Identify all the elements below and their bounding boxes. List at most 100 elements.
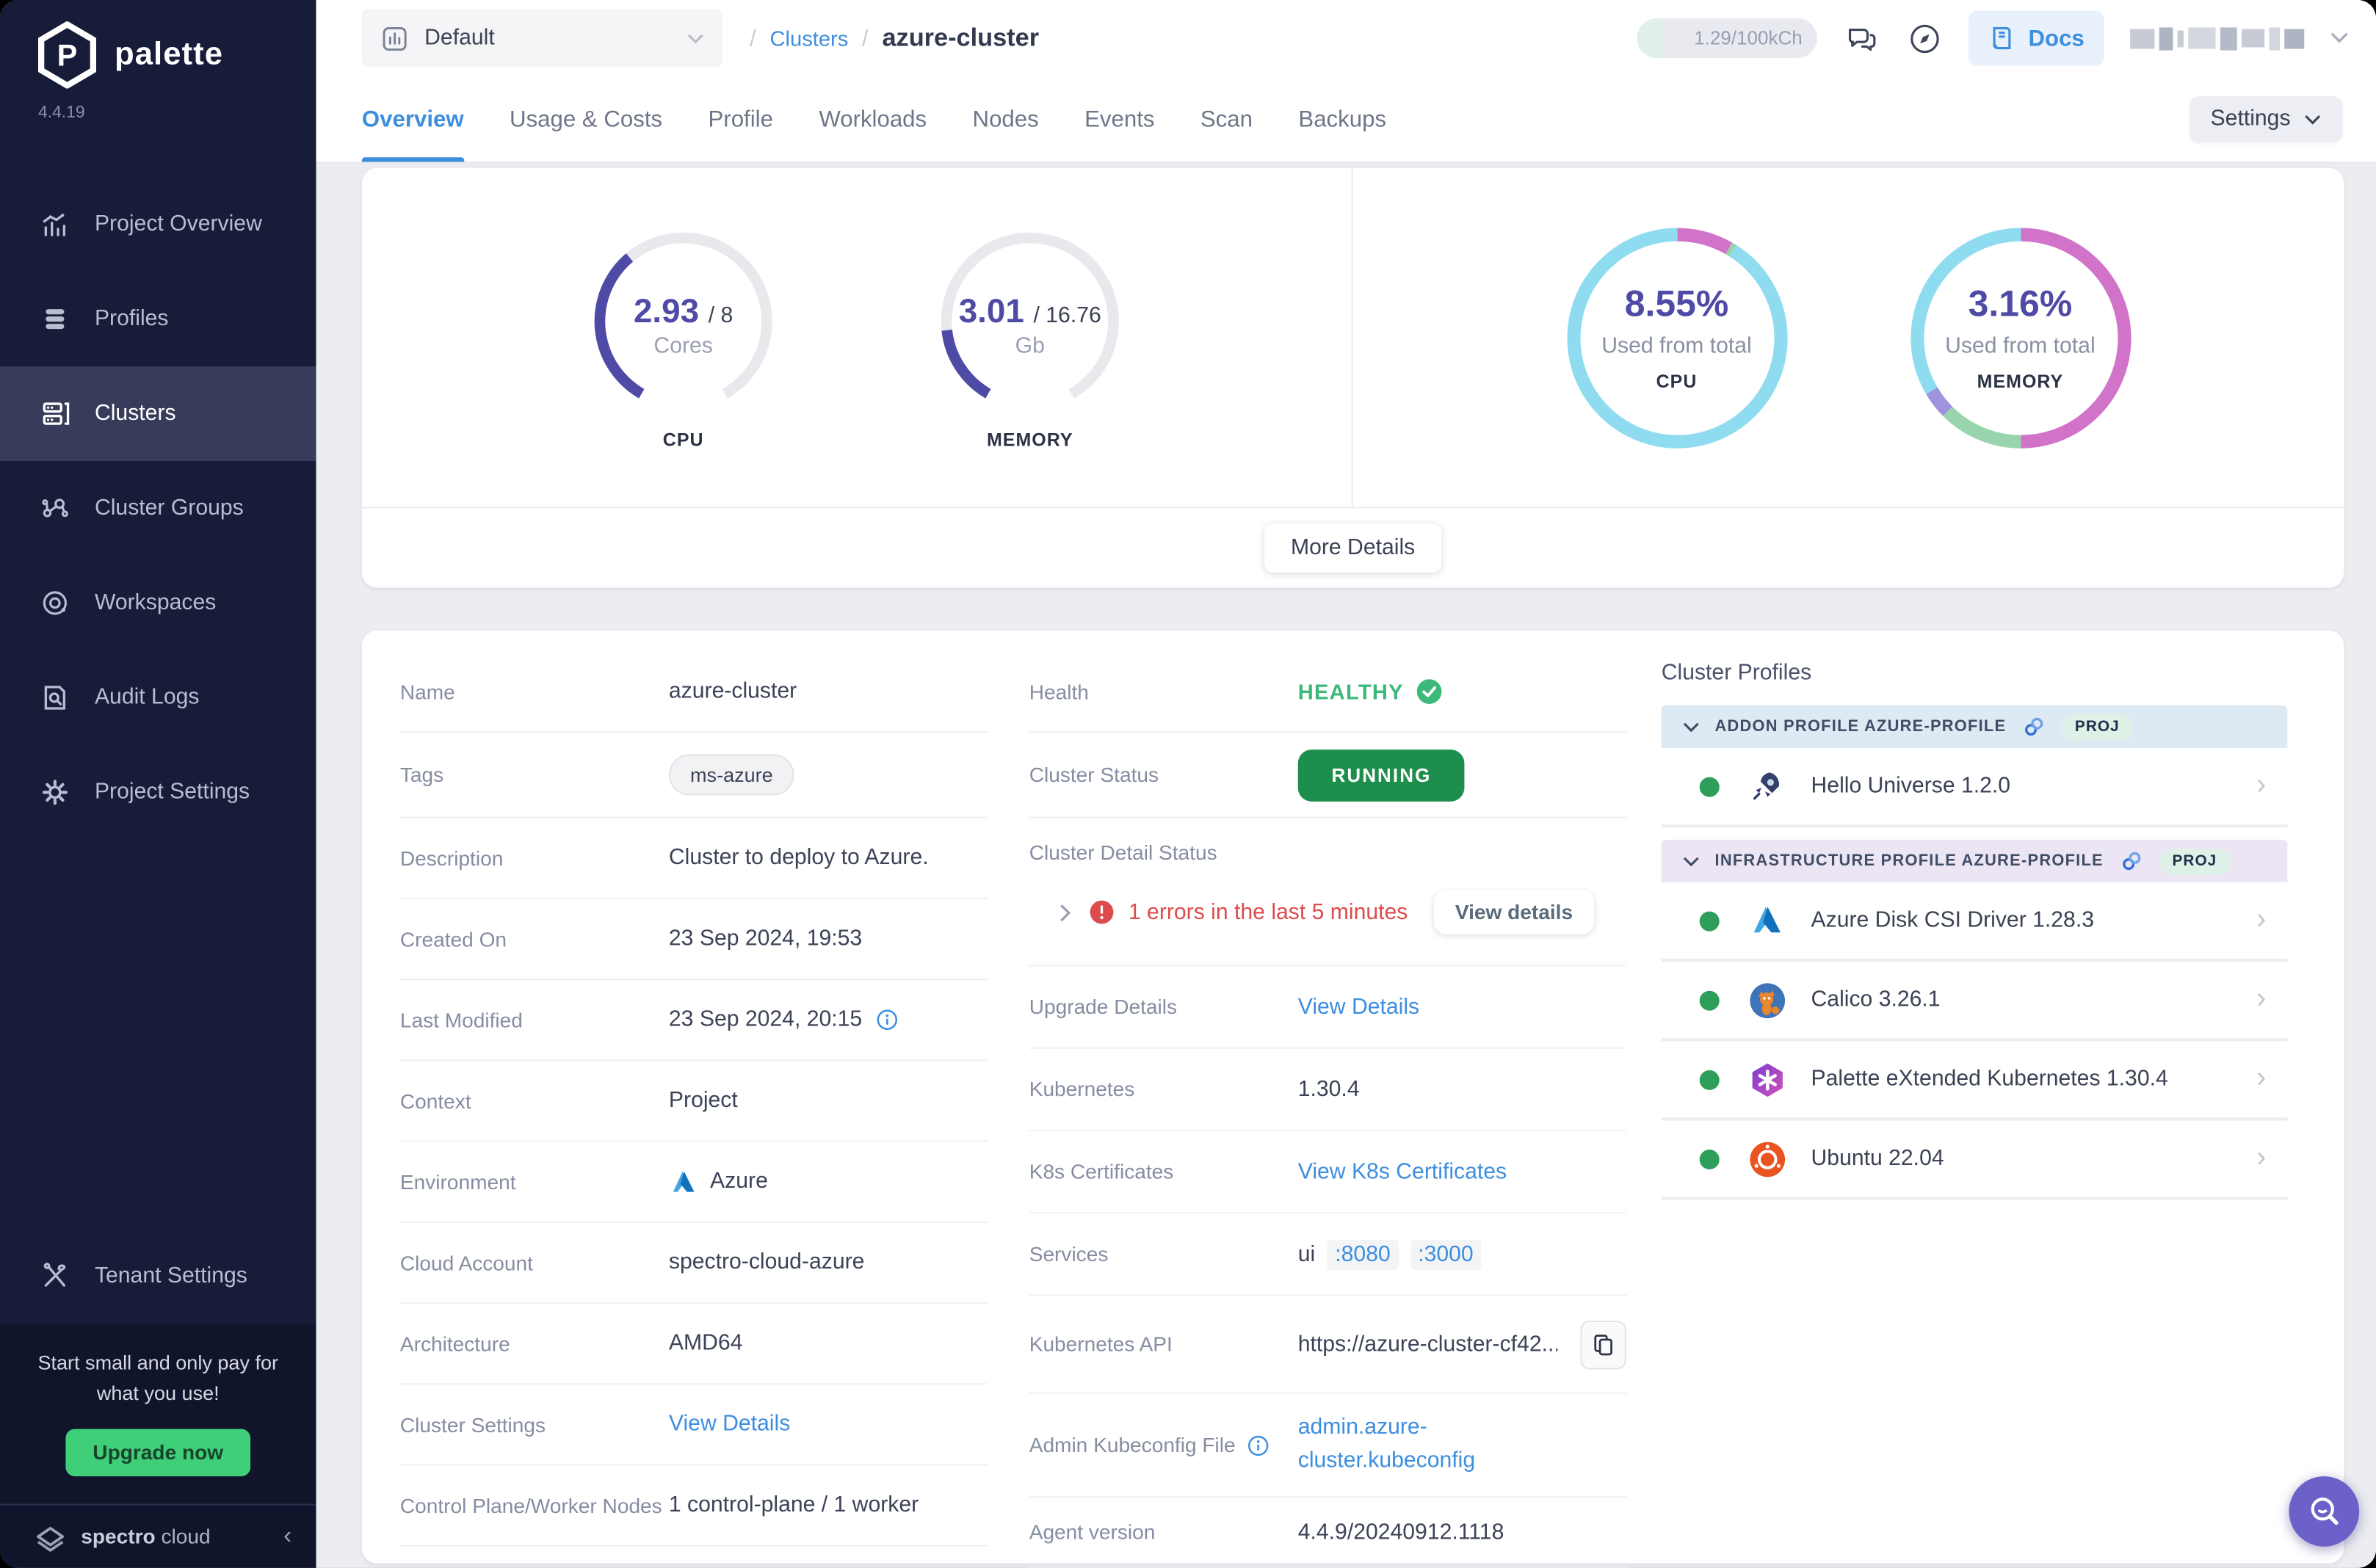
- cpu-gauge-title: CPU: [662, 428, 704, 450]
- more-details-button[interactable]: More Details: [1264, 523, 1441, 573]
- running-status-badge: RUNNING: [1297, 749, 1466, 801]
- azure-icon: [673, 1170, 695, 1191]
- sidebar-item-label: Project Overview: [94, 212, 262, 237]
- sidebar-item-project-settings[interactable]: Project Settings: [0, 745, 316, 840]
- chevron-down-icon: [2305, 114, 2321, 124]
- memory-donut-subtitle: Used from total: [1945, 333, 2096, 358]
- nodes-icon: [40, 493, 70, 524]
- view-details-button[interactable]: View details: [1433, 890, 1595, 934]
- tab-workloads[interactable]: Workloads: [819, 106, 927, 132]
- project-selector[interactable]: Default: [361, 9, 722, 68]
- detail-row-created-on: Created On 23 Sep 2024, 19:53: [399, 899, 988, 981]
- chevron-right-icon[interactable]: [1057, 903, 1075, 921]
- detail-row-description: Description Cluster to deploy to Azure.: [399, 819, 988, 899]
- orbit-icon: [40, 588, 70, 619]
- cpu-gauge: 2.93 / 8 Cores CPU: [580, 225, 786, 450]
- sidebar-item-profiles[interactable]: Profiles: [0, 272, 316, 366]
- link-icon: [2024, 717, 2043, 736]
- main-area: Default / Clusters / azure-cluster 1.29/…: [316, 0, 2376, 1568]
- k8s-certificates-link[interactable]: View K8s Certificates: [1297, 1159, 1507, 1184]
- collapse-sidebar-icon[interactable]: ‹: [283, 1522, 292, 1549]
- sidebar-item-project-overview[interactable]: Project Overview: [0, 177, 316, 272]
- profile-item-name: Palette eXtended Kubernetes 1.30.4: [1811, 1067, 2168, 1092]
- breadcrumb-link-clusters[interactable]: Clusters: [769, 26, 849, 51]
- brand-word-light: cloud: [161, 1525, 211, 1548]
- detail-row-tags: Tags ms-azure: [399, 733, 988, 819]
- description-value: Cluster to deploy to Azure.: [668, 846, 929, 871]
- settings-button[interactable]: Settings: [2189, 96, 2343, 142]
- project-scope-icon: [383, 26, 407, 51]
- cpu-used-percent: 8.55%: [1624, 283, 1729, 324]
- chat-icon[interactable]: [1844, 20, 1880, 57]
- azure-icon: [1747, 901, 1786, 940]
- tab-nodes[interactable]: Nodes: [972, 106, 1039, 132]
- service-port-link[interactable]: :8080: [1327, 1238, 1399, 1270]
- infrastructure-profile-title: INFRASTRUCTURE PROFILE AZURE-PROFILE: [1714, 852, 2104, 871]
- profile-item-azure-csi[interactable]: Azure Disk CSI Driver 1.28.3 ›: [1661, 882, 2288, 962]
- status-row-k8s-certificates: K8s Certificates View K8s Certificates: [1029, 1131, 1626, 1214]
- usage-quota-badge[interactable]: 1.29/100kCh: [1637, 18, 1818, 59]
- cluster-settings-link[interactable]: View Details: [668, 1412, 791, 1437]
- status-row-upgrade-details: Upgrade Details View Details: [1029, 966, 1626, 1049]
- brand-word-strong: spectro: [81, 1525, 156, 1548]
- tab-profile[interactable]: Profile: [708, 106, 773, 132]
- status-row-kubernetes: Kubernetes 1.30.4: [1029, 1049, 1626, 1132]
- sidebar-item-cluster-groups[interactable]: Cluster Groups: [0, 461, 316, 556]
- infrastructure-profile-header[interactable]: INFRASTRUCTURE PROFILE AZURE-PROFILE PRO…: [1661, 839, 2288, 883]
- cpu-gauge-chart: [594, 231, 772, 410]
- profile-item-hello-universe[interactable]: Hello Universe 1.2.0 ›: [1661, 748, 2288, 828]
- detail-row-name: Name azure-cluster: [399, 652, 988, 733]
- upgrade-details-link[interactable]: View Details: [1297, 994, 1420, 1020]
- check-circle-icon: [1417, 679, 1443, 704]
- search-feedback-fab[interactable]: [2289, 1476, 2360, 1547]
- project-selector-value: Default: [424, 26, 495, 51]
- compass-icon[interactable]: [1906, 20, 1943, 57]
- tabs-bar: Overview Usage & Costs Profile Workloads…: [316, 76, 2376, 164]
- info-icon[interactable]: [874, 1008, 899, 1032]
- tab-backups[interactable]: Backups: [1298, 106, 1387, 132]
- addon-profile-header[interactable]: ADDON PROFILE AZURE-PROFILE PROJ: [1661, 705, 2288, 749]
- chevron-down-icon[interactable]: [2330, 32, 2349, 45]
- docs-button[interactable]: Docs: [1968, 10, 2104, 66]
- upgrade-now-button[interactable]: Upgrade now: [65, 1429, 251, 1477]
- cluster-profiles-title: Cluster Profiles: [1661, 661, 1812, 686]
- breadcrumb-separator: /: [862, 25, 869, 51]
- agent-version-value: 4.4.9/20240912.1118: [1297, 1520, 1504, 1545]
- breadcrumb-separator: /: [750, 25, 756, 51]
- brand-name: palette: [114, 36, 224, 72]
- promo-text: Start small and only pay for what you us…: [37, 1351, 279, 1404]
- health-status-value: HEALTHY: [1297, 679, 1404, 704]
- status-row-kubernetes-api: Kubernetes API https://azure-cluster-cf4…: [1029, 1296, 1626, 1394]
- sidebar-item-audit-logs[interactable]: Audit Logs: [0, 650, 316, 745]
- tools-icon: [40, 1261, 70, 1292]
- profile-item-calico[interactable]: Calico 3.26.1 ›: [1661, 962, 2288, 1042]
- sidebar-item-tenant-settings[interactable]: Tenant Settings: [0, 1229, 316, 1324]
- detail-row-last-modified: Last Modified 23 Sep 2024, 20:15: [399, 980, 988, 1061]
- info-icon[interactable]: [1246, 1433, 1270, 1457]
- tab-usage-costs[interactable]: Usage & Costs: [510, 106, 663, 132]
- memory-donut: 3.16% Used from total MEMORY: [1902, 219, 2138, 455]
- sidebar-item-clusters[interactable]: Clusters: [0, 366, 316, 462]
- profile-item-ubuntu[interactable]: Ubuntu 22.04 ›: [1661, 1120, 2288, 1200]
- tab-overview[interactable]: Overview: [361, 76, 464, 162]
- service-port-link[interactable]: :3000: [1410, 1238, 1482, 1270]
- gauges-section: 2.93 / 8 Cores CPU: [362, 167, 1353, 507]
- profile-item-pxk[interactable]: Palette eXtended Kubernetes 1.30.4 ›: [1661, 1041, 2288, 1121]
- doc-search-icon: [40, 683, 70, 714]
- chevron-right-icon: ›: [2256, 983, 2267, 1016]
- gear-icon: [40, 777, 70, 808]
- sidebar-item-workspaces[interactable]: Workspaces: [0, 556, 316, 650]
- detail-row-nodes: Control Plane/Worker Nodes 1 control-pla…: [399, 1466, 988, 1547]
- memory-used-value: 3.01: [958, 291, 1024, 330]
- kubeconfig-download-link[interactable]: admin.azure-cluster.kubeconfig: [1297, 1415, 1476, 1473]
- detail-row-environment: Environment Azure: [399, 1142, 988, 1223]
- brand-logo: P palette: [0, 0, 316, 89]
- tab-events[interactable]: Events: [1084, 106, 1155, 132]
- usage-quota-value: 1.29/100kCh: [1694, 27, 1803, 49]
- user-menu[interactable]: [2130, 24, 2305, 51]
- sidebar-item-label: Tenant Settings: [94, 1263, 247, 1289]
- memory-gauge-title: MEMORY: [986, 428, 1073, 450]
- copy-button[interactable]: [1580, 1319, 1626, 1369]
- tab-scan[interactable]: Scan: [1200, 106, 1253, 132]
